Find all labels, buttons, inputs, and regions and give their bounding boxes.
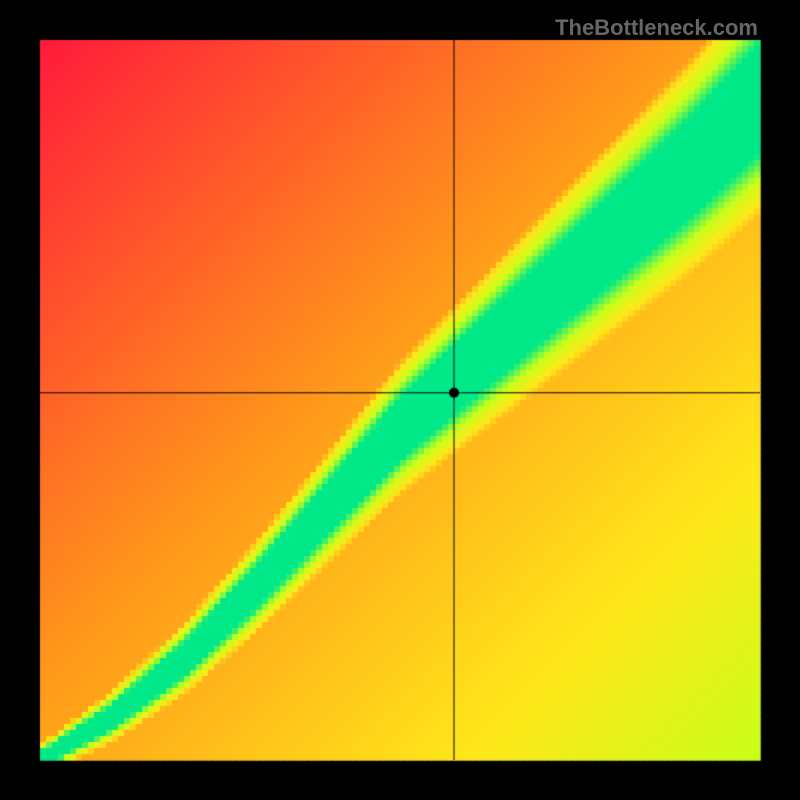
watermark-text: TheBottleneck.com [555,15,758,41]
chart-container: TheBottleneck.com [0,0,800,800]
bottleneck-heatmap [0,0,800,800]
